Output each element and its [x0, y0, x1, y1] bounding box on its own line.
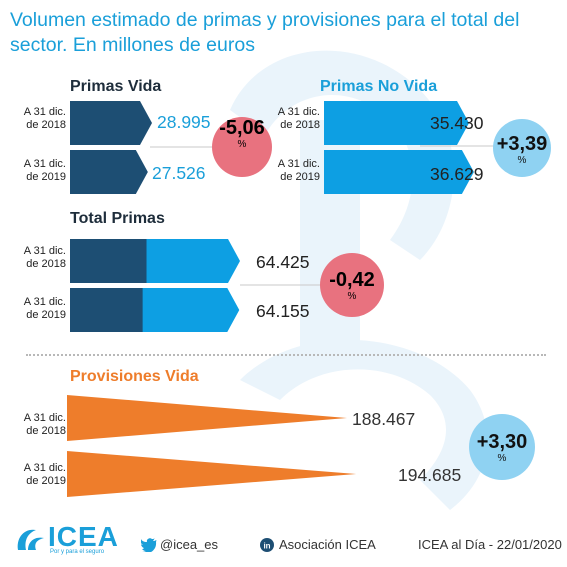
logo-tagline: Por y para el seguro: [50, 549, 105, 555]
row-label-year: de 2019: [26, 309, 66, 321]
value-label: 36.629: [430, 164, 484, 184]
value-label: 188.467: [352, 409, 416, 429]
bar-primas-no-vida-2019: [324, 150, 474, 194]
change-badge-total-primas: -0,42%: [320, 270, 384, 302]
row-label-2018: A 31 dic. de 2018: [268, 106, 320, 132]
icea-logo-icon: [17, 529, 44, 550]
row-label-year: de 2019: [26, 171, 66, 183]
change-value: -5,06: [219, 117, 265, 139]
change-unit: %: [497, 453, 507, 464]
row-label-2019: A 31 dic. de 2019: [14, 296, 66, 322]
value-label: 28.995: [157, 112, 211, 132]
row-label-2019: A 31 dic. de 2019: [14, 158, 66, 184]
row-label-line: A 31 dic.: [23, 462, 66, 474]
row-label-year: de 2018: [280, 119, 320, 131]
change-value: +3,30: [476, 431, 528, 453]
badge-circle-provisiones-vida: [469, 414, 535, 480]
row-label-line: A 31 dic.: [23, 158, 66, 170]
row-label-line: A 31 dic.: [23, 106, 66, 118]
linkedin-icon[interactable]: in: [260, 538, 274, 552]
row-label-2018: A 31 dic. de 2018: [14, 412, 66, 438]
footer-date: ICEA al Día - 22/01/2020: [418, 537, 562, 552]
row-label-line: A 31 dic.: [277, 106, 320, 118]
bar-segment-vida-2018: [70, 239, 147, 283]
row-label-line: A 31 dic.: [277, 158, 320, 170]
value-label: 64.155: [256, 301, 310, 321]
row-label-year: de 2018: [26, 258, 66, 270]
badge-circle-primas-vida: [212, 117, 272, 177]
badge-circle-total-primas: [320, 253, 384, 317]
section-title-primas-no-vida: Primas No Vida: [320, 78, 438, 95]
value-label: 64.425: [256, 252, 310, 272]
section-title-total-primas: Total Primas: [70, 210, 165, 227]
row-label-2019: A 31 dic. de 2019: [14, 462, 66, 488]
section-divider: [26, 354, 546, 356]
bar-provisiones-vida-2019: [67, 451, 357, 497]
chart-title: Volumen estimado de primas y provisiones…: [10, 9, 520, 56]
change-unit: %: [347, 291, 357, 302]
section-title-primas-vida: Primas Vida: [70, 78, 162, 95]
change-badge-provisiones-vida: +3,30%: [470, 432, 534, 464]
row-label-2019: A 31 dic. de 2019: [268, 158, 320, 184]
linkedin-link[interactable]: Asociación ICEA: [279, 537, 376, 552]
value-label: 35.430: [430, 113, 484, 133]
bar-primas-vida-2019: [70, 150, 148, 194]
bar-provisiones-vida-2018: [67, 395, 347, 441]
row-label-line: A 31 dic.: [23, 296, 66, 308]
bar-primas-vida-2018: [70, 101, 152, 145]
icea-logo-text: ICEA: [48, 521, 119, 552]
change-badge-primas-vida: -5,06%: [210, 118, 274, 150]
change-value: +3,39: [496, 133, 548, 155]
row-label-year: de 2018: [26, 119, 66, 131]
row-label-year: de 2019: [26, 475, 66, 487]
twitter-icon[interactable]: [141, 538, 157, 552]
row-label-2018: A 31 dic. de 2018: [14, 106, 66, 132]
value-label: 194.685: [398, 465, 462, 485]
bar-segment-vida-2019: [70, 288, 143, 332]
bar-primas-no-vida-2018: [324, 101, 469, 145]
badge-circle-primas-no-vida: [493, 119, 551, 177]
row-label-line: A 31 dic.: [23, 412, 66, 424]
change-value: -0,42: [329, 269, 375, 291]
section-title-provisiones-vida: Provisiones Vida: [70, 368, 199, 385]
change-unit: %: [237, 139, 247, 150]
svg-text:in: in: [263, 542, 270, 551]
row-label-line: A 31 dic.: [23, 245, 66, 257]
row-label-year: de 2018: [26, 425, 66, 437]
row-label-year: de 2019: [280, 171, 320, 183]
row-label-2018: A 31 dic. de 2018: [14, 245, 66, 271]
value-label: 27.526: [152, 163, 206, 183]
twitter-handle-link[interactable]: @icea_es: [160, 537, 219, 552]
change-unit: %: [517, 155, 527, 166]
change-badge-primas-no-vida: +3,39%: [492, 134, 552, 166]
